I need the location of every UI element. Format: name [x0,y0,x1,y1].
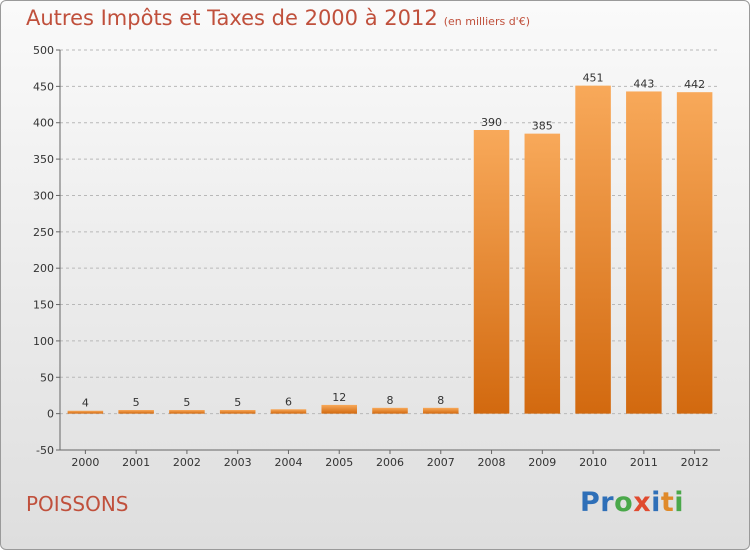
axes [59,50,720,451]
y-tick-label: 200 [33,262,54,275]
y-tick-label: 250 [33,226,54,239]
chart-unit: (en milliers d'€) [443,15,530,28]
data-label: 390 [481,116,502,129]
x-tick-label: 2004 [274,456,302,469]
grid-lines [56,49,720,451]
x-tick-label: 2003 [224,456,252,469]
x-tick-label: 2010 [579,456,607,469]
x-tick-label: 2007 [427,456,455,469]
y-tick-label: -50 [36,444,54,457]
data-label: 443 [633,77,654,90]
data-label: 442 [684,78,705,91]
x-tick-label: 2000 [71,456,99,469]
y-tick-label: 300 [33,189,54,202]
bar [169,410,205,414]
chart-title-text: Autres Impôts et Taxes de 2000 à 2012 [26,6,438,30]
bars [67,85,713,414]
y-tick-label: 500 [33,44,54,57]
logo-letter: o [614,487,634,518]
y-tick-label: 0 [47,408,54,421]
data-label: 8 [387,394,394,407]
bar [321,404,357,414]
proxiti-logo: Proxiti [580,487,684,518]
y-tick-label: 400 [33,117,54,130]
logo-letter: x [633,487,652,518]
data-label: 451 [583,72,604,85]
data-label: 8 [437,394,444,407]
data-label: 5 [133,396,140,409]
x-tick-label: 2012 [681,456,709,469]
bar [575,85,611,414]
x-tick-label: 2006 [376,456,404,469]
y-tick-label: 450 [33,80,54,93]
y-tick-label: 350 [33,153,54,166]
logo-letter: t [660,487,675,518]
bar [118,410,154,414]
y-tick-label: 50 [40,371,54,384]
x-tick-label: 2011 [630,456,658,469]
logo-letter: r [600,487,615,518]
y-tick-labels: -50 0 50 100 150 200 250 300 350 400 450 500 [33,44,54,457]
data-label: 6 [285,395,292,408]
y-tick-label: 100 [33,335,54,348]
city-name: POISSONS [26,492,129,516]
x-tick-label: 2002 [173,456,201,469]
bar [219,410,256,414]
x-tick-label: 2005 [325,456,353,469]
bar [270,409,307,414]
bar [423,407,459,414]
x-tick-label: 2008 [478,456,506,469]
data-label: 5 [183,396,190,409]
bar [372,407,408,414]
chart-title: Autres Impôts et Taxes de 2000 à 2012 (en… [26,6,530,30]
logo-letter: P [580,487,601,518]
bar [626,91,662,414]
bar [676,92,713,414]
x-tick-label: 2009 [528,456,556,469]
x-tick-labels: 2000 2001 2002 2003 2004 2005 2006 2007 2008 2009… [71,450,709,469]
data-label: 385 [532,120,553,133]
logo-letter: i [651,487,661,518]
data-label: 12 [332,391,346,404]
data-labels: 4 5 5 5 6 12 8 8 390 385 451 443 442 [82,72,705,410]
x-tick-label: 2001 [122,456,150,469]
logo-letter: i [674,487,685,518]
bar [524,133,561,414]
bar [67,410,104,414]
data-label: 5 [234,396,241,409]
data-label: 4 [82,397,89,410]
y-tick-label: 150 [33,299,54,312]
bar [473,130,510,414]
